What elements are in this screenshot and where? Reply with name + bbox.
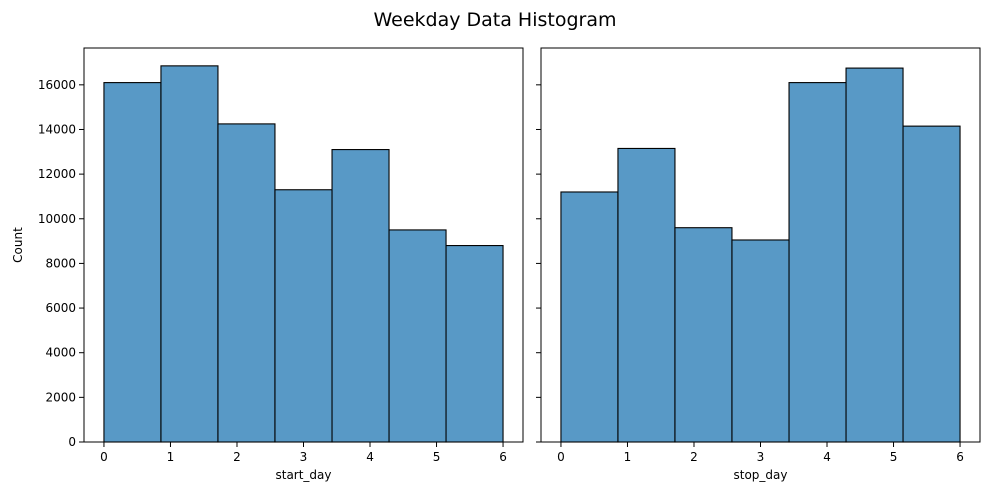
- y-tick-label: 14000: [38, 122, 76, 136]
- y-tick-label: 6000: [45, 301, 76, 315]
- x-tick-label: 2: [233, 450, 241, 464]
- histogram-bar: [902, 125, 961, 443]
- x-tick-label: 0: [100, 450, 108, 464]
- x-tick-label: 6: [499, 450, 507, 464]
- histogram-bar: [160, 65, 219, 443]
- histogram-bar: [560, 191, 619, 443]
- histogram-bar: [217, 123, 276, 443]
- x-tick-label: 4: [823, 450, 831, 464]
- y-tick-label: 2000: [45, 390, 76, 404]
- y-tick-label: 4000: [45, 346, 76, 360]
- x-tick-label: 1: [624, 450, 632, 464]
- y-tick-label: 0: [68, 435, 76, 449]
- histogram-bar: [788, 82, 847, 443]
- histogram-bar: [274, 189, 333, 443]
- figure-title: Weekday Data Histogram: [373, 9, 616, 31]
- x-tick-label: 3: [757, 450, 765, 464]
- x-axis-label: stop_day: [734, 468, 788, 482]
- y-tick-label: 16000: [38, 78, 76, 92]
- histogram-bar: [388, 229, 447, 443]
- y-tick-label: 8000: [45, 256, 76, 270]
- stop-day-histogram: 0 1 2 3 4 5 6 stop_day: [536, 47, 981, 482]
- histogram-bar: [331, 149, 390, 443]
- y-tick-label: 10000: [38, 212, 76, 226]
- x-tick-label: 5: [890, 450, 898, 464]
- histogram-bar: [674, 227, 733, 443]
- x-axis-label: start_day: [275, 468, 331, 482]
- start-day-histogram: 0 1 2 3 4 5 6 0 2000 4000 6000 8000 10000 12000 14000 1…: [11, 47, 524, 482]
- x-tick-label: 4: [366, 450, 374, 464]
- histogram-bar: [845, 67, 904, 443]
- x-tick-label: 1: [167, 450, 175, 464]
- x-tick-label: 2: [690, 450, 698, 464]
- x-tick-label: 3: [300, 450, 308, 464]
- histogram-bar: [103, 82, 162, 443]
- x-tick-label: 0: [557, 450, 565, 464]
- y-axis-label: Count: [11, 227, 25, 263]
- y-tick-label: 12000: [38, 167, 76, 181]
- x-tick-label: 6: [956, 450, 964, 464]
- x-tick-label: 5: [433, 450, 441, 464]
- histogram-bar: [617, 147, 676, 443]
- histogram-bar: [731, 239, 790, 443]
- histogram-bar: [445, 245, 504, 443]
